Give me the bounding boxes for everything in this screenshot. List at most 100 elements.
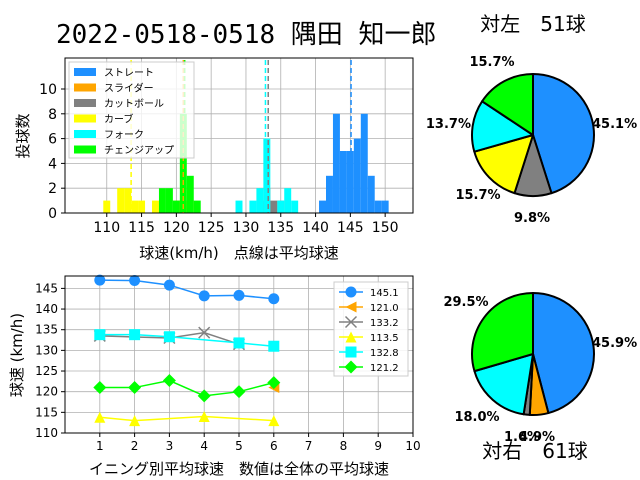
histogram-bar [235,200,243,213]
series-line [99,279,274,300]
data-point [233,337,245,349]
histogram-bar [263,138,271,213]
x-tick-label: 140 [302,220,329,236]
data-point [233,289,245,301]
legend-marker [345,301,357,313]
legend-marker [345,331,357,343]
legend-label: 113.5 [370,333,399,344]
pie-label: 18.0% [454,410,499,425]
pie-label: 1.6% [504,430,540,445]
y-tick-label: 6 [48,132,57,148]
legend-label: 121.2 [370,363,399,374]
x-tick-label: 9 [374,439,382,453]
x-axis-label: 球速(km/h) 点線は平均球速 [139,244,339,262]
y-tick-label: 2 [48,181,57,197]
legend-swatch [74,83,96,92]
data-point [163,279,175,291]
x-tick-label: 150 [372,220,399,236]
pie-slice [532,292,595,415]
histogram-bar [165,188,173,213]
data-point [268,340,280,352]
x-tick-label: 7 [305,439,313,453]
pie-title: 対左 51球 [480,12,585,36]
pie-label: 4.9% [519,430,555,445]
pie-label: 29.5% [443,295,488,310]
legend-swatch [74,99,96,107]
legend-box [68,61,195,159]
legend-swatch [74,130,96,138]
pie-left [471,73,595,197]
pie-label: 45.9% [592,336,637,351]
x-tick-label: 115 [128,220,155,236]
pie-label: 15.7% [469,55,514,70]
data-point [129,329,141,341]
y-tick-label: 4 [48,156,57,172]
legend-swatch [74,114,96,123]
data-point [198,326,211,339]
y-tick-label: 10 [39,82,57,98]
histogram-bar [152,200,159,213]
series-line [99,379,274,397]
data-point [198,290,210,302]
histogram-bar [117,188,125,213]
pie-slice [473,134,534,195]
x-tick-label: 145 [337,220,364,236]
pie-right [471,292,595,416]
legend-label: フォーク [104,129,144,141]
data-point [267,376,281,390]
legend-marker [345,346,357,358]
data-point [197,389,211,403]
legend-label: 145.1 [370,288,399,299]
x-tick-label: 10 [405,439,420,453]
x-tick-label: 135 [267,220,294,236]
histogram-bar [103,200,111,213]
data-point [198,410,210,422]
histogram-bar [360,113,368,213]
pie-slice [471,292,534,373]
legend-box [333,281,409,377]
legend-label: ストレート [104,68,154,79]
pie-slice [473,353,534,416]
pie-slice [471,100,534,153]
legend-marker [345,286,357,298]
legend-label: カットボール [104,98,164,110]
histogram-bar [124,188,132,213]
pie-label: 9.8% [514,211,550,226]
legend-label: チェンジアップ [104,145,174,157]
data-point [128,381,142,395]
histogram-bar [138,200,146,213]
data-point [94,411,106,423]
y-tick-label: 120 [35,385,58,399]
pie-slice [481,73,534,136]
x-tick-label: 8 [340,439,348,453]
histogram-bar [381,200,389,213]
legend-label: スライダー [104,82,154,95]
x-tick-label: 130 [233,220,260,236]
y-tick-label: 0 [48,206,57,222]
marker-stroke [344,315,358,329]
x-tick-label: 4 [200,439,208,453]
histogram-bar [256,188,264,213]
y-tick-label: 125 [35,364,58,378]
data-point [129,275,141,287]
legend-swatch [74,145,96,154]
page-title: 2022-0518-0518 隅田 知一郎 [56,20,437,50]
data-point [162,374,176,388]
legend-label: 121.0 [370,303,399,314]
data-point [93,381,107,395]
y-axis-label: 球速 (km/h) [8,313,26,397]
x-tick-label: 120 [163,220,190,236]
histogram-frame [64,57,414,214]
histogram-bar [326,175,333,213]
legend-label: 132.8 [370,348,399,359]
data-point [163,331,175,343]
histogram-bar [374,200,382,213]
histogram-plot [61,57,414,217]
y-tick-label: 110 [35,426,58,440]
x-tick-label: 110 [93,220,120,236]
x-tick-label: 125 [198,220,225,236]
y-tick-label: 8 [48,107,57,123]
data-point [232,385,246,399]
data-point [129,415,141,427]
